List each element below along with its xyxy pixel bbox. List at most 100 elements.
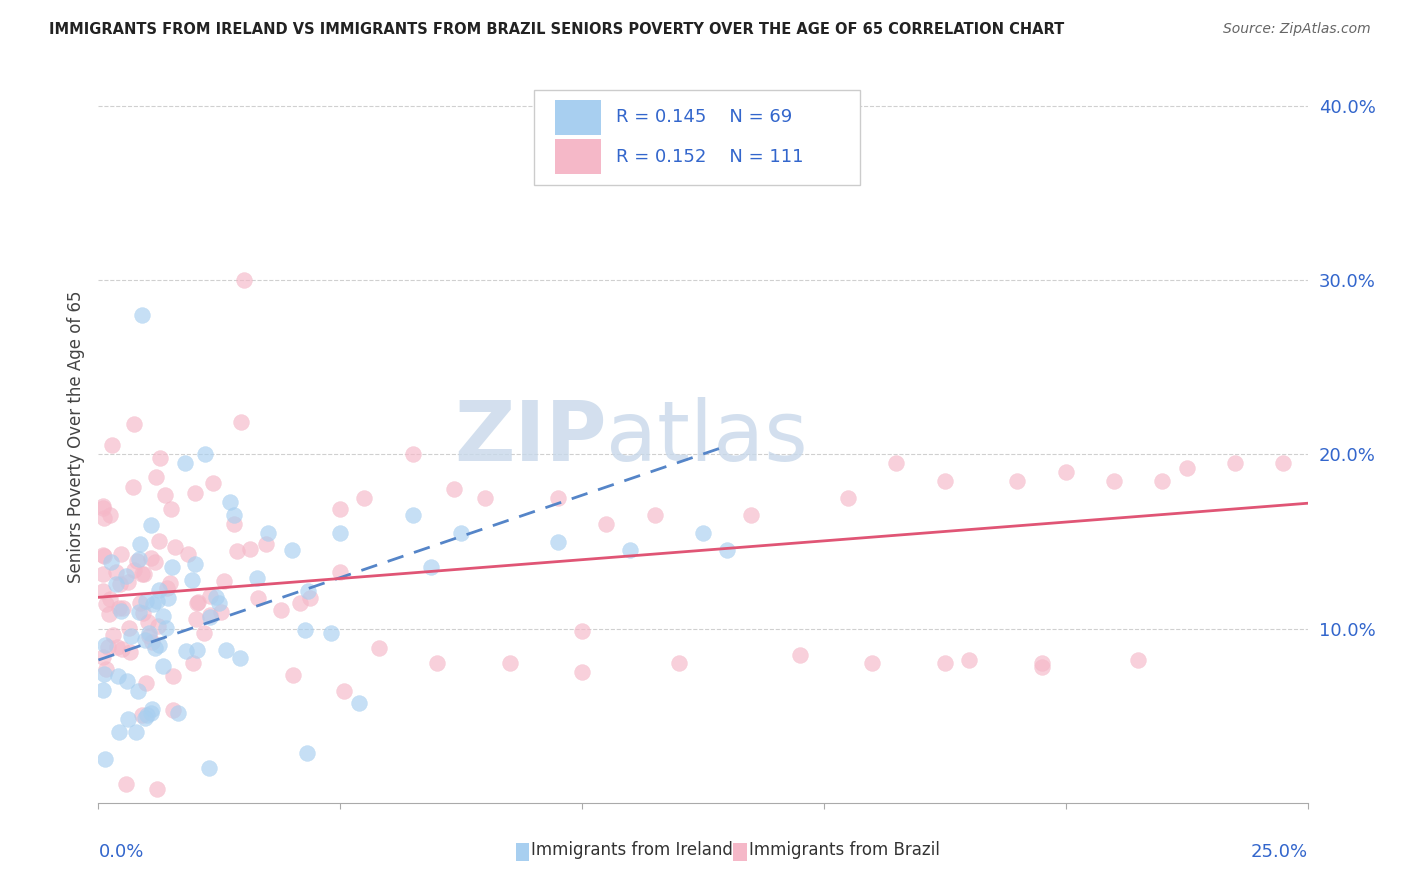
Y-axis label: Seniors Poverty Over the Age of 65: Seniors Poverty Over the Age of 65 (66, 291, 84, 583)
Point (132, 607, 155, 621)
Point (110, 604, 132, 618)
Point (184, 485, 207, 500)
Point (254, 536, 277, 550)
Point (156, 591, 179, 606)
Point (111, 600, 134, 615)
Point (256, 525, 278, 540)
Point (132, 566, 155, 581)
Point (160, 502, 183, 516)
Point (167, 706, 190, 721)
Point (134, 711, 156, 725)
Point (474, 491, 496, 505)
Point (1031, 657, 1053, 671)
Point (139, 518, 162, 533)
Point (145, 782, 167, 797)
Point (91, 682, 114, 697)
Point (141, 702, 163, 716)
Point (96, 597, 118, 611)
Point (107, 640, 129, 654)
Point (115, 777, 138, 791)
Point (94, 752, 117, 766)
Point (118, 621, 141, 635)
Point (139, 706, 162, 720)
Point (934, 657, 956, 671)
Point (571, 624, 593, 639)
Point (159, 575, 181, 590)
Point (644, 508, 666, 523)
Point (547, 491, 569, 505)
Point (886, 456, 908, 470)
Point (1223, 456, 1246, 470)
Point (108, 601, 131, 615)
Point (162, 703, 184, 717)
Point (111, 641, 134, 656)
Bar (734, 843, 747, 862)
Point (177, 547, 200, 561)
Point (329, 502, 352, 516)
Point (297, 746, 319, 760)
Point (139, 551, 162, 566)
Point (143, 640, 166, 655)
Point (131, 707, 153, 722)
Point (181, 656, 204, 670)
Point (1175, 461, 1198, 475)
Text: 25.0%: 25.0% (1250, 843, 1308, 861)
Point (219, 495, 242, 509)
Point (128, 605, 150, 619)
Point (152, 659, 174, 673)
Point (402, 508, 425, 523)
Point (740, 508, 762, 523)
Point (571, 665, 593, 680)
Point (129, 537, 152, 551)
Point (215, 643, 238, 657)
Point (94, 638, 117, 652)
Point (716, 543, 738, 558)
Point (134, 633, 156, 648)
Point (183, 557, 205, 571)
Point (138, 625, 160, 640)
Point (353, 491, 375, 505)
Point (957, 653, 980, 667)
Point (91, 548, 114, 562)
Bar (555, 139, 602, 175)
Bar (555, 100, 602, 135)
Point (129, 596, 152, 610)
Text: Immigrants from Brazil: Immigrants from Brazil (749, 841, 939, 859)
Point (368, 641, 391, 656)
Point (98, 508, 121, 523)
Point (135, 676, 157, 690)
Point (100, 555, 122, 569)
Point (110, 547, 132, 561)
Point (98, 591, 121, 606)
Point (209, 605, 232, 619)
Point (91, 500, 114, 514)
Point (229, 651, 252, 665)
Point (329, 566, 352, 580)
Point (222, 517, 245, 532)
Text: 0.0%: 0.0% (98, 843, 143, 861)
Point (619, 543, 641, 558)
Point (222, 508, 245, 523)
Point (152, 609, 174, 624)
Point (138, 629, 160, 643)
Point (200, 610, 222, 624)
Point (198, 608, 221, 623)
Point (122, 417, 145, 432)
Point (117, 574, 139, 589)
Point (232, 273, 254, 287)
Point (91, 584, 114, 599)
Point (1128, 653, 1150, 667)
Point (934, 474, 956, 488)
Text: R = 0.152    N = 111: R = 0.152 N = 111 (616, 148, 803, 166)
Point (198, 589, 221, 603)
Point (98, 607, 121, 622)
Point (93, 549, 115, 563)
Point (332, 684, 354, 698)
Point (270, 603, 292, 617)
Point (97, 640, 120, 654)
Point (186, 643, 208, 657)
Point (329, 525, 352, 540)
Point (288, 596, 311, 610)
Point (118, 645, 141, 659)
FancyBboxPatch shape (534, 90, 860, 185)
